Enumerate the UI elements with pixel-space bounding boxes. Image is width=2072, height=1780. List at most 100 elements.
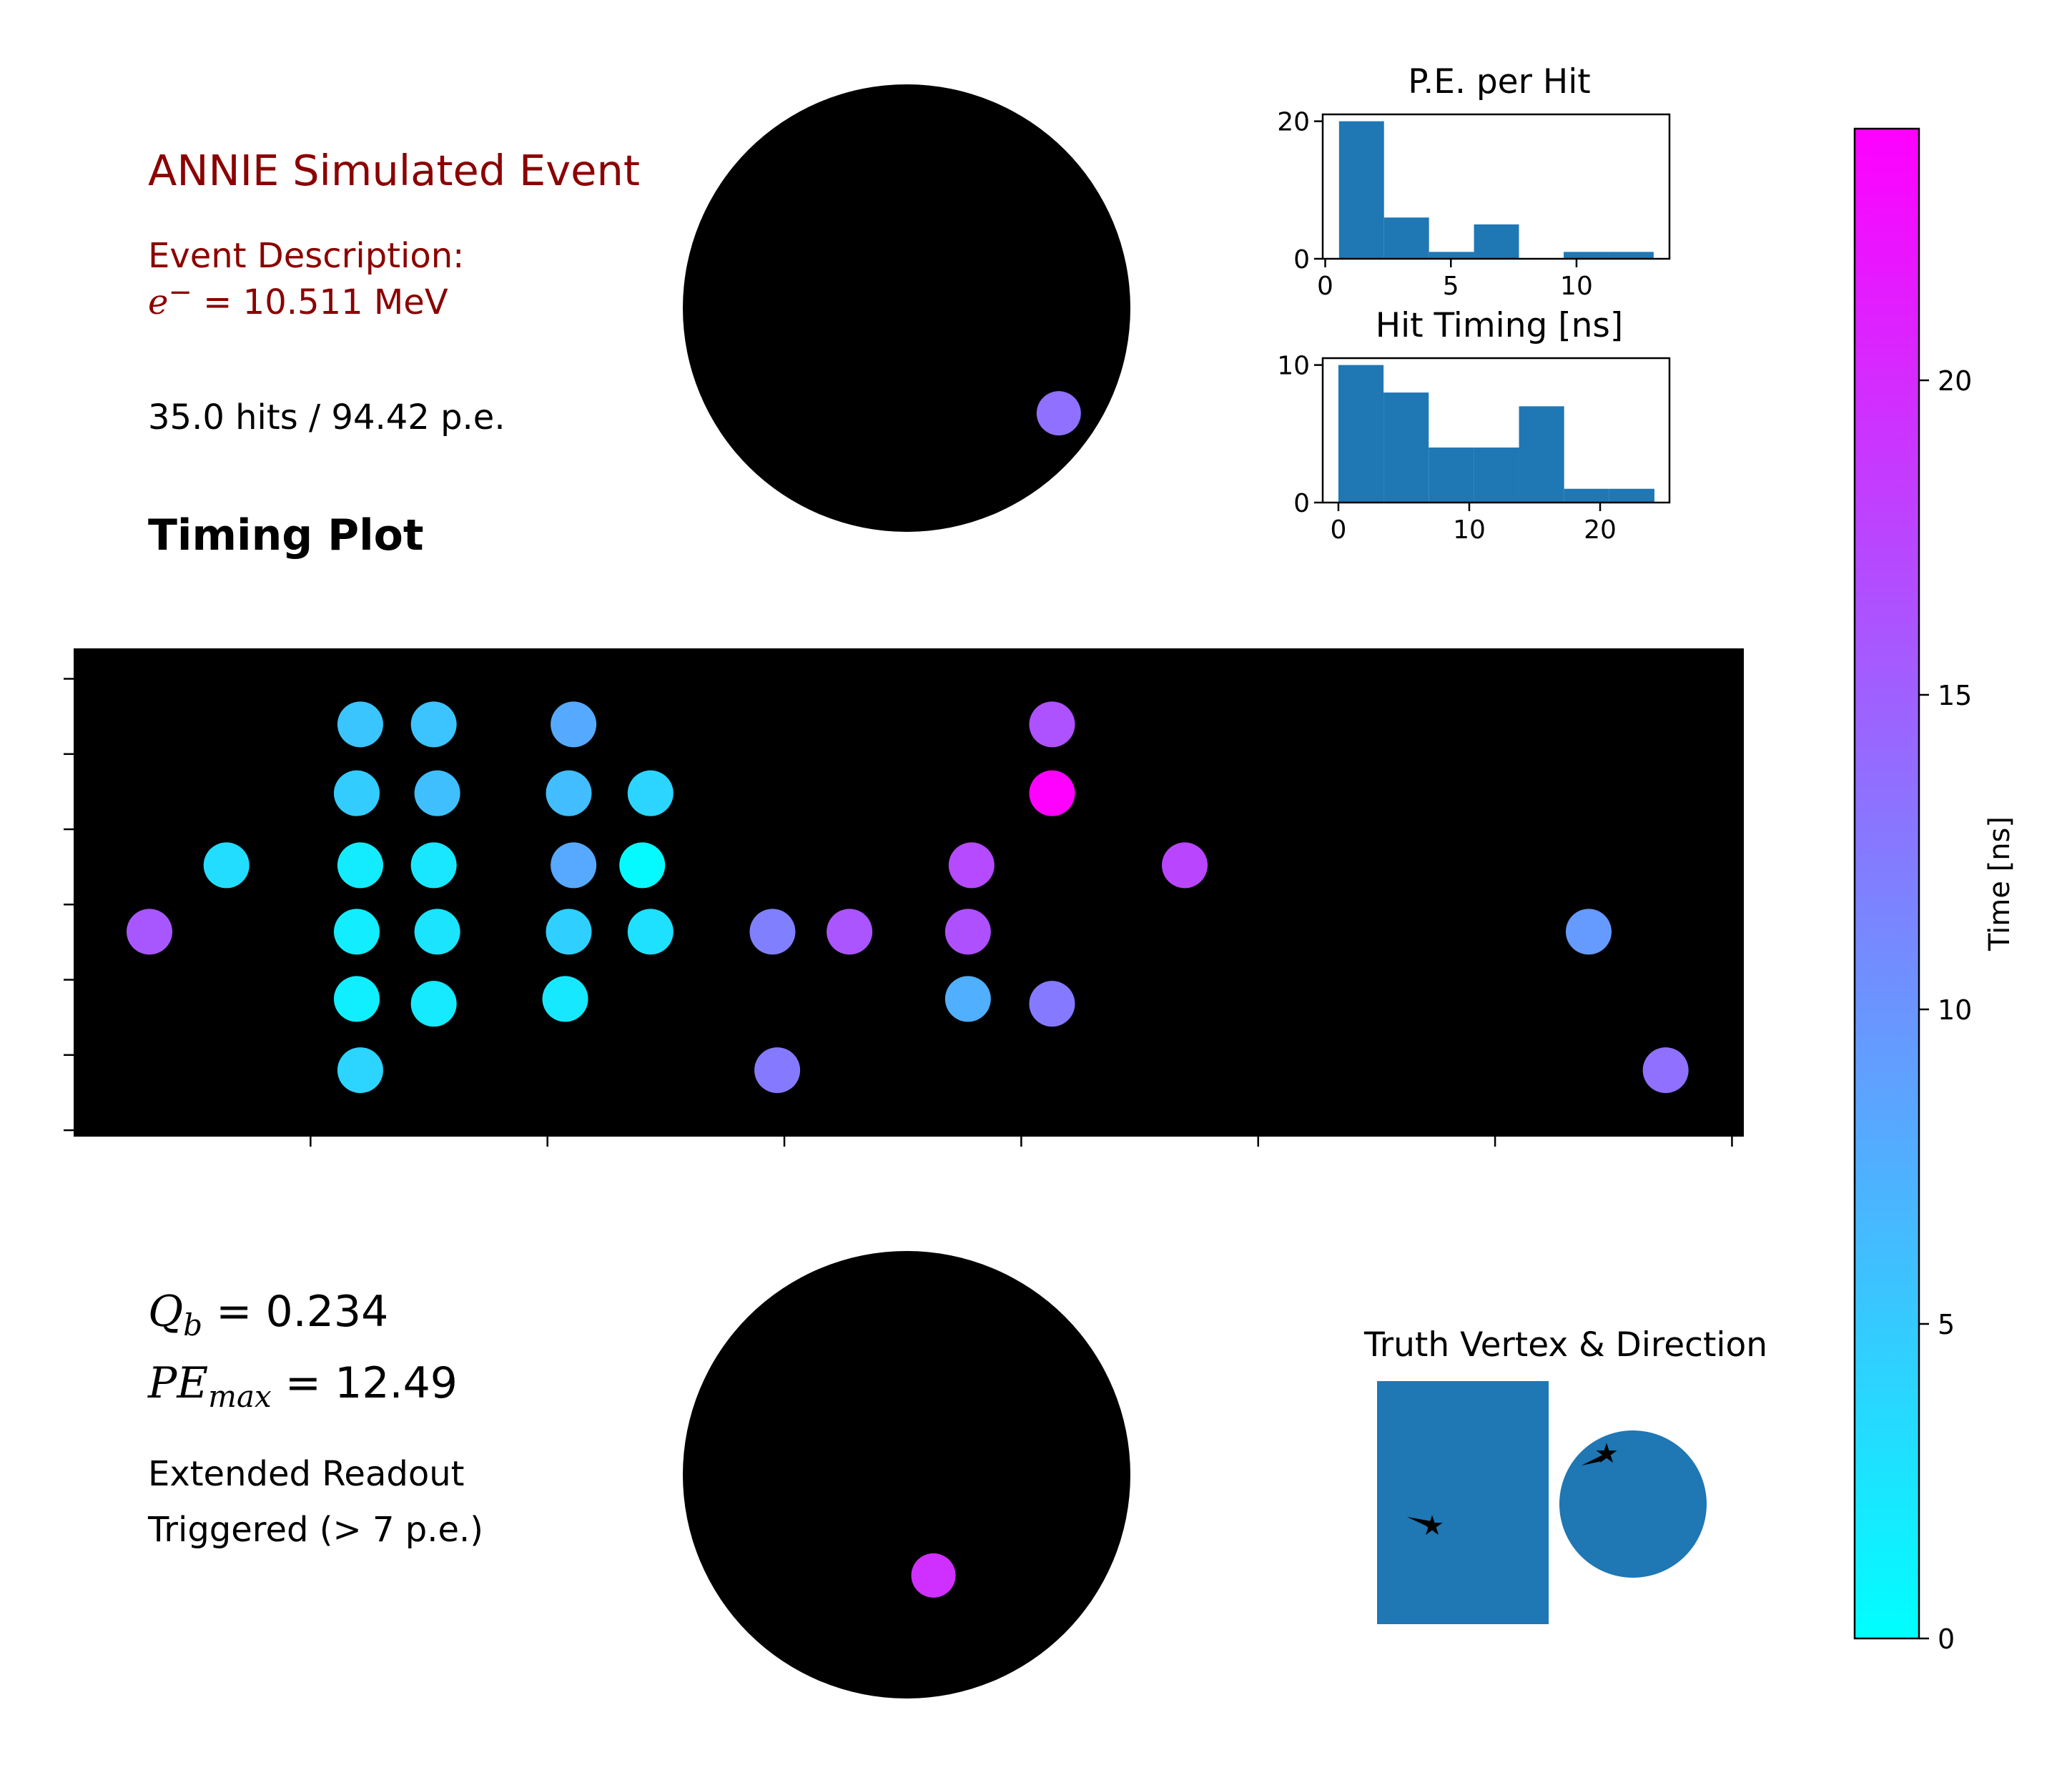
x-tick-label: 10 xyxy=(1453,515,1486,545)
pe-per-hit-histogram: 0 5 10 0 20 xyxy=(1277,108,1671,301)
pmt-hit xyxy=(414,770,460,816)
hist-bar xyxy=(1609,488,1654,503)
pmt-hit xyxy=(749,909,796,955)
truth-vertex-side: ★ xyxy=(1407,1510,1444,1541)
colorbar-label: Time [ns] xyxy=(1983,816,2016,951)
readout-status-line2: Triggered (> 7 p.e.) xyxy=(148,1510,483,1550)
vertex-star-icon: ★ xyxy=(1594,1438,1619,1469)
colorbar-tick-label: 20 xyxy=(1938,365,1972,397)
qb-subscript: b xyxy=(183,1307,203,1343)
hist-bar xyxy=(1608,252,1654,259)
qb-symbol: Q xyxy=(148,1287,184,1337)
pemax-readout: PEmax = 12.49 xyxy=(148,1358,458,1414)
pmt-hit xyxy=(619,842,666,889)
hist-frame xyxy=(1321,113,1671,260)
x-tick-label: 20 xyxy=(1584,515,1617,545)
hist-bar xyxy=(1383,217,1429,259)
pmt-hit xyxy=(551,842,597,889)
pmt-hit xyxy=(944,976,991,1022)
timing-plot-label: Timing Plot xyxy=(148,510,424,560)
truth-top-view xyxy=(1559,1430,1707,1578)
x-tick-label: 5 xyxy=(1443,272,1459,301)
pemax-value: = 12.49 xyxy=(271,1358,458,1408)
pmt-hit xyxy=(414,909,460,955)
colorbar-tick-label: 15 xyxy=(1938,680,1972,711)
pmt-hit xyxy=(546,909,592,955)
pemax-symbol: PE xyxy=(148,1358,209,1408)
pemax-subscript: max xyxy=(208,1379,272,1414)
hist-bar xyxy=(1474,224,1519,259)
pmt-hit xyxy=(546,770,592,816)
pmt-hit xyxy=(337,842,383,889)
qb-value: = 0.234 xyxy=(202,1287,389,1337)
hist-bar xyxy=(1564,252,1609,259)
event-title: ANNIE Simulated Event xyxy=(148,146,640,195)
pmt-hit xyxy=(1565,909,1612,955)
pmt-hit xyxy=(203,842,250,889)
pmt-hit xyxy=(551,701,597,748)
y-tick-label: 10 xyxy=(1277,352,1310,381)
pmt-hit xyxy=(911,1553,956,1598)
colorbar-tick-label: 10 xyxy=(1938,994,1972,1026)
hits-summary: 35.0 hits / 94.42 p.e. xyxy=(148,397,505,437)
hit-timing-histogram: 0 10 20 0 10 xyxy=(1277,352,1671,545)
hist-frame xyxy=(1321,357,1671,504)
pmt-hit xyxy=(1029,701,1075,748)
top-cap-disk xyxy=(683,84,1130,532)
x-tick-label: 0 xyxy=(1331,515,1347,545)
pmt-hit xyxy=(1642,1047,1689,1094)
hist-bar xyxy=(1474,448,1519,503)
colorbar-tick-label: 5 xyxy=(1938,1309,1955,1340)
bottom-cap-hits xyxy=(911,1553,956,1598)
hist-bar xyxy=(1564,488,1609,503)
event-description-energy: e− = 10.511 MeV xyxy=(148,276,448,322)
bottom-cap-disk xyxy=(683,1251,1130,1699)
direction-arrow-icon xyxy=(1582,1454,1604,1465)
pmt-hit xyxy=(1036,391,1081,436)
direction-arrow-icon xyxy=(1407,1517,1431,1527)
truth-vertex-top: ★ xyxy=(1582,1438,1619,1469)
pmt-hit xyxy=(1029,770,1075,816)
timing-hist-title: Hit Timing [ns] xyxy=(1376,306,1623,345)
vertex-star-icon: ★ xyxy=(1420,1510,1444,1541)
pmt-hit xyxy=(542,976,588,1022)
pmt-hit xyxy=(127,909,173,955)
hist-bar xyxy=(1338,365,1384,503)
pmt-hit xyxy=(944,909,991,955)
pmt-hit xyxy=(337,701,383,748)
hist-bar xyxy=(1519,406,1564,503)
pmt-hit xyxy=(333,770,380,816)
pmt-hit xyxy=(337,1047,383,1094)
pmt-hit xyxy=(827,909,873,955)
pmt-hit xyxy=(333,976,380,1022)
pmt-hit xyxy=(627,909,674,955)
hist-bar xyxy=(1429,252,1474,259)
pmt-hit xyxy=(1029,981,1075,1027)
energy-value: = 10.511 MeV xyxy=(192,282,448,322)
top-cap-hits xyxy=(1036,391,1081,436)
barrel-plot-area xyxy=(74,648,1744,1137)
qb-readout: Qb = 0.234 xyxy=(148,1287,388,1343)
hist-bar xyxy=(1429,448,1474,503)
pmt-hit xyxy=(410,701,457,748)
pmt-hit xyxy=(410,981,457,1027)
y-tick-label: 20 xyxy=(1277,108,1310,137)
pmt-hit xyxy=(948,842,995,889)
pmt-hit xyxy=(627,770,674,816)
barrel-hits xyxy=(127,701,1689,1094)
truth-title: Truth Vertex & Direction xyxy=(1363,1325,1767,1365)
truth-side-view xyxy=(1377,1381,1549,1624)
particle-charge: − xyxy=(168,276,192,309)
barrel-axis-ticks xyxy=(64,678,1733,1147)
pmt-hit xyxy=(754,1047,801,1094)
pe-hist-title: P.E. per Hit xyxy=(1408,62,1590,102)
x-tick-label: 10 xyxy=(1560,272,1593,301)
y-tick-label: 0 xyxy=(1293,489,1310,518)
particle-symbol: e xyxy=(148,282,169,322)
readout-status-line1: Extended Readout xyxy=(148,1454,465,1494)
y-tick-label: 0 xyxy=(1293,245,1310,275)
pmt-hit xyxy=(333,909,380,955)
hist-bar xyxy=(1338,121,1384,259)
colorbar-ticks: 0 5 10 15 20 xyxy=(1919,365,1972,1655)
